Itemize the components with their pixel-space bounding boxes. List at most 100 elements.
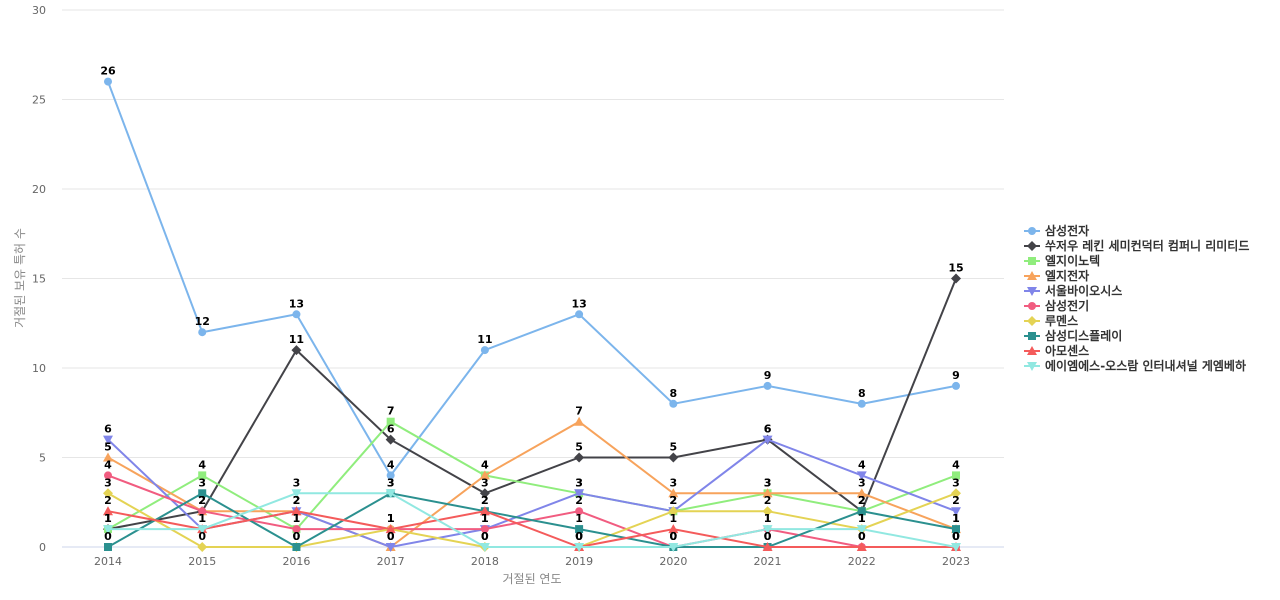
legend-item[interactable]: 에이엠에스-오스람 인터내셔널 게엠베하 (1024, 358, 1246, 373)
data-label: 0 (764, 530, 772, 543)
data-label: 3 (575, 476, 583, 489)
data-point (856, 471, 867, 481)
legend-label: 삼성전자 (1045, 223, 1089, 238)
data-label: 4 (387, 458, 395, 471)
data-point (292, 310, 301, 319)
data-label: 0 (670, 530, 678, 543)
data-point (198, 507, 207, 516)
data-label: 0 (764, 530, 772, 543)
data-point (479, 488, 490, 499)
data-label: 11 (477, 333, 492, 346)
data-label: 2 (670, 494, 678, 507)
data-point (762, 488, 773, 498)
data-label: 26 (100, 65, 116, 78)
x-axis-ticks: 2014 2015 2016 2017 2018 2019 2020 2021 2022 2023 (94, 555, 970, 568)
data-point (575, 310, 584, 319)
data-label: 6 (387, 423, 395, 436)
data-label: 4 (481, 458, 489, 471)
data-label: 2 (952, 494, 960, 507)
data-label: 3 (764, 476, 772, 489)
data-point (574, 489, 585, 499)
data-point (385, 489, 396, 499)
y-axis-ticks: 0 5 10 15 20 25 30 (32, 4, 46, 554)
data-point (291, 506, 302, 516)
data-label: 0 (387, 530, 395, 543)
labels-루멘스: 3 0 0 1 0 0 2 2 1 3 (104, 476, 960, 543)
data-label: 2 (858, 494, 866, 507)
data-point (104, 543, 112, 551)
legend-item[interactable]: 아모센스 (1024, 343, 1089, 358)
legend-item[interactable]: 삼성전기 (1024, 298, 1089, 313)
x-tick-label: 2021 (754, 555, 782, 568)
data-label: 3 (858, 476, 866, 489)
data-label: 6 (764, 423, 772, 436)
data-label: 1 (293, 512, 301, 525)
data-label: 2 (481, 494, 489, 507)
data-label: 7 (575, 405, 583, 418)
data-point (575, 525, 584, 534)
data-label: 12 (195, 315, 210, 328)
legend-item[interactable]: 서울바이오시스 (1024, 283, 1122, 298)
legend-label: 삼성디스플레이 (1045, 328, 1122, 343)
y-tick-label: 15 (32, 273, 46, 286)
labels-에이엠에스-오스람-인터내셔널-게엠베하: 1 1 3 3 0 0 0 1 1 0 (104, 476, 960, 543)
x-tick-label: 2020 (659, 555, 687, 568)
data-point (952, 471, 960, 480)
data-label: 13 (571, 297, 586, 310)
legend-label: 삼성전기 (1045, 298, 1089, 313)
data-label: 1 (481, 512, 489, 525)
legend-item[interactable]: 루멘스 (1024, 313, 1078, 328)
data-point (575, 507, 584, 516)
data-label: 0 (575, 530, 583, 543)
series-line (107, 420, 957, 531)
data-point (385, 434, 396, 445)
x-tick-label: 2018 (471, 555, 499, 568)
data-label: 3 (293, 476, 301, 489)
data-label: 1 (670, 512, 678, 525)
data-label: 13 (289, 297, 304, 310)
data-point (386, 417, 395, 426)
data-label: 9 (952, 369, 960, 382)
data-label: 3 (670, 476, 678, 489)
legend-item[interactable]: 삼성전자 (1024, 223, 1089, 238)
data-label: 8 (858, 387, 866, 400)
legend-item[interactable]: 삼성디스플레이 (1024, 328, 1122, 343)
data-point (198, 328, 207, 337)
data-label: 2 (575, 494, 583, 507)
data-point (103, 435, 113, 445)
grid-lines (62, 9, 1004, 548)
data-label: 0 (670, 530, 678, 543)
legend-label: 엘지전자 (1045, 268, 1089, 283)
data-point (951, 488, 961, 499)
data-label: 0 (952, 530, 960, 543)
legend-item[interactable]: 엘지이노텍 (1024, 253, 1100, 268)
series-lines (103, 77, 961, 552)
data-point (480, 346, 489, 355)
data-label: 2 (198, 494, 206, 507)
data-point (479, 506, 490, 516)
data-point (951, 273, 961, 284)
data-label: 0 (575, 530, 583, 543)
data-point (104, 77, 112, 86)
labels-엘지이노텍: 1 4 1 7 4 3 2 3 2 4 (104, 405, 960, 525)
data-point (103, 488, 113, 499)
data-point (574, 416, 585, 426)
data-label: 4 (198, 458, 206, 471)
legend-marker (1027, 287, 1037, 296)
legend-item[interactable]: 쑤저우 레킨 세미컨덕터 컴퍼니 리미티드 (1024, 238, 1249, 253)
legend-marker (1028, 227, 1036, 235)
data-label: 0 (293, 530, 301, 543)
data-label: 3 (952, 476, 960, 489)
data-point (292, 543, 301, 551)
legend-marker (1028, 332, 1036, 340)
data-label: 1 (104, 512, 112, 525)
data-label: 0 (858, 530, 866, 543)
legend-label: 쑤저우 레킨 세미컨덕터 컴퍼니 리미티드 (1045, 238, 1249, 253)
data-label: 0 (481, 530, 489, 543)
data-point (291, 345, 302, 356)
data-label: 1 (481, 512, 489, 525)
legend-item[interactable]: 엘지전자 (1024, 268, 1089, 283)
data-label: 0 (952, 530, 960, 543)
